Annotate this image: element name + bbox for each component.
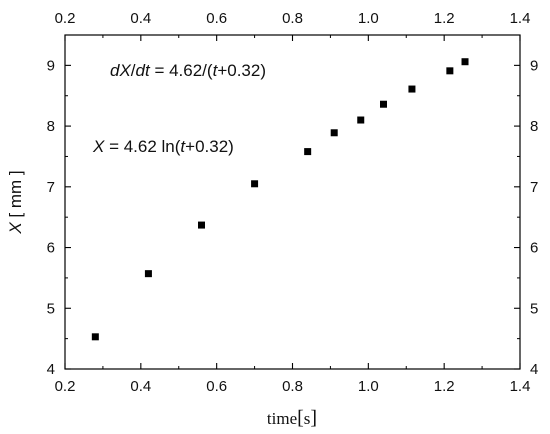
y-tick-label-right: 4: [530, 361, 538, 378]
y-tick-label-left: 8: [47, 118, 55, 135]
data-point: [304, 148, 312, 156]
data-point: [408, 85, 416, 93]
axis-ticks: [64, 35, 521, 370]
x-tick-label-top: 0.8: [282, 10, 303, 27]
data-point: [330, 129, 338, 137]
x-tick-labels-bottom: 0.2 0.4 0.6 0.8 1.0 1.2 1.4: [55, 378, 531, 395]
x-tick-label-bottom: 1.0: [358, 378, 379, 395]
data-point: [461, 58, 469, 66]
y-tick-label-left: 9: [47, 57, 55, 74]
x-tick-label-bottom: 1.2: [434, 378, 455, 395]
x-axis-main: time: [267, 409, 297, 428]
rate-eq-body: = 4.62/(: [150, 61, 213, 80]
rate-eq-dt: dt: [136, 61, 151, 80]
x-axis-bracket-open: [: [297, 407, 304, 429]
x-tick-label-top: 0.2: [55, 10, 76, 27]
y-axis-unit: [ mm ]: [6, 170, 25, 222]
y-tick-labels-left: 4 5 6 7 8 9: [47, 57, 55, 378]
pos-eq-tail: +0.32): [185, 137, 234, 156]
pos-eq-body: = 4.62 ln(: [104, 137, 180, 156]
y-tick-label-left: 7: [47, 179, 55, 196]
pos-eq-X: X: [92, 137, 105, 156]
x-tick-label-top: 1.0: [358, 10, 379, 27]
x-tick-label-bottom: 0.8: [282, 378, 303, 395]
y-tick-label-right: 8: [530, 118, 538, 135]
x-axis-title: time[s]: [267, 407, 317, 429]
rate-eq-slash: /: [131, 61, 136, 80]
rate-eq-dX: dX: [110, 61, 131, 80]
y-axis-title: X [ mm ]: [6, 170, 25, 234]
data-point: [91, 333, 99, 341]
data-point: [357, 116, 365, 124]
x-tick-labels-top: 0.2 0.4 0.6 0.8 1.0 1.2 1.4: [55, 10, 531, 27]
rate-eq-tail: +0.32): [217, 61, 266, 80]
x-tick-label-top: 0.4: [130, 10, 151, 27]
y-tick-labels-right: 4 5 6 7 8 9: [530, 57, 538, 378]
data-points: [91, 58, 469, 341]
pos-eq-t: t: [180, 137, 186, 156]
data-point: [446, 67, 454, 75]
y-tick-label-right: 9: [530, 57, 538, 74]
data-point: [251, 180, 259, 188]
x-tick-label-top: 1.2: [434, 10, 455, 27]
plot-frame: [64, 34, 521, 370]
x-tick-label-top: 0.6: [206, 10, 227, 27]
data-point: [144, 270, 152, 278]
x-tick-label-bottom: 0.4: [130, 378, 151, 395]
rate-equation: dX/dt = 4.62/(t+0.32): [110, 61, 266, 80]
y-tick-label-left: 5: [47, 300, 55, 317]
x-tick-label-bottom: 0.2: [55, 378, 76, 395]
y-tick-label-left: 6: [47, 240, 55, 257]
position-equation: X = 4.62 ln(t+0.32): [92, 137, 234, 156]
y-axis-var: X: [6, 222, 25, 235]
x-tick-label-bottom: 1.4: [510, 378, 531, 395]
y-tick-label-right: 6: [530, 240, 538, 257]
x-axis-unit: s: [304, 409, 311, 428]
x-tick-label-top: 1.4: [510, 10, 531, 27]
x-axis-bracket-close: ]: [310, 407, 317, 429]
y-tick-label-left: 4: [47, 361, 55, 378]
y-tick-label-right: 5: [530, 300, 538, 317]
rate-eq-t: t: [213, 61, 219, 80]
data-point: [380, 100, 387, 108]
x-tick-label-bottom: 0.6: [206, 378, 227, 395]
y-tick-label-right: 7: [530, 179, 538, 196]
data-point: [198, 221, 205, 229]
